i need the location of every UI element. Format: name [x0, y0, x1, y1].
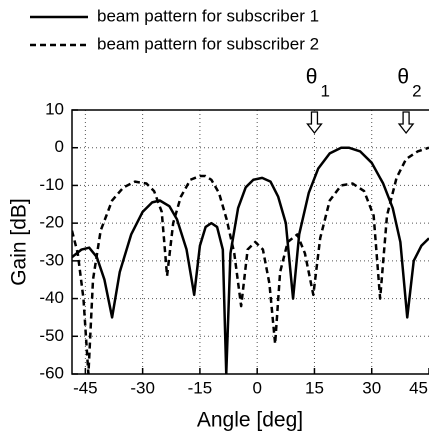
- line-series: [72, 146, 429, 374]
- y-tick-label: -30: [39, 250, 64, 269]
- x-tick-label: -15: [188, 378, 213, 397]
- annotation-symbol: θ: [306, 66, 318, 89]
- line-series: [72, 146, 429, 374]
- plot-frame: [71, 109, 429, 375]
- y-tick-label: 0: [55, 137, 64, 156]
- x-tick-label: 15: [305, 378, 324, 397]
- annotation-symbol: θ: [397, 66, 409, 89]
- annotation-subscript: 2: [412, 81, 421, 100]
- y-tick-label: -20: [39, 213, 64, 232]
- x-tick-label: -30: [130, 378, 155, 397]
- y-tick-label: -60: [39, 363, 64, 382]
- y-tick-label: -10: [39, 175, 64, 194]
- x-tick-label: 0: [252, 378, 261, 397]
- x-tick-label: 30: [362, 378, 381, 397]
- x-tick-label: -45: [73, 378, 98, 397]
- annotation-arrow: [306, 111, 323, 135]
- annotation-arrow: [397, 111, 415, 135]
- y-tick-label: -50: [39, 326, 64, 345]
- legend-label: beam pattern for subscriber 1: [97, 6, 319, 25]
- legend-label: beam pattern for subscriber 2: [97, 34, 319, 53]
- y-tick-label: 10: [45, 99, 64, 118]
- y-tick-label: -40: [39, 288, 64, 307]
- x-tick-label: 45: [409, 378, 428, 397]
- y-axis-title: Gain [dB]: [8, 198, 31, 286]
- annotation-subscript: 1: [320, 81, 329, 100]
- x-axis-title: Angle [deg]: [197, 409, 303, 432]
